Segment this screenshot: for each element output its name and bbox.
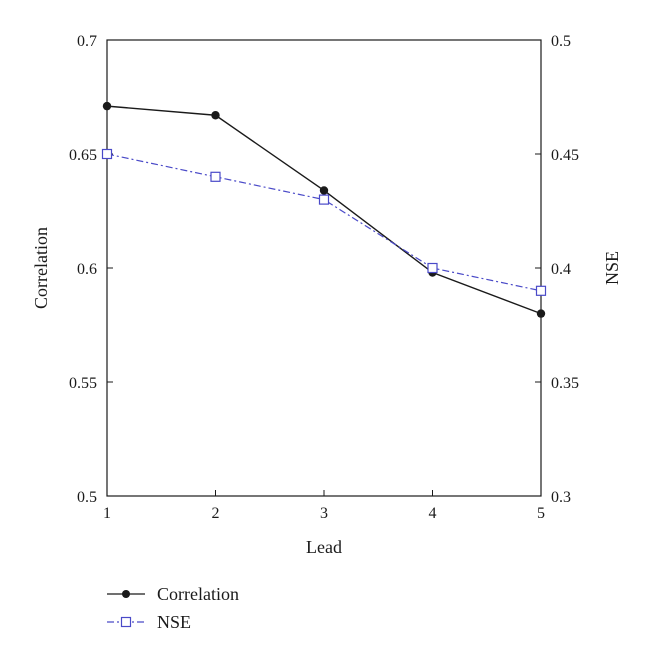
y-right-tick-label: 0.4	[551, 261, 571, 278]
x-axis-label: Lead	[306, 537, 342, 557]
y-right-tick-label: 0.45	[551, 147, 579, 164]
x-tick-label: 4	[429, 505, 437, 522]
y-left-tick-label: 0.7	[77, 33, 97, 50]
series-line-correlation	[106, 105, 542, 315]
data-point-nse	[318, 194, 330, 205]
data-point-correlation	[102, 101, 112, 111]
y-right-tick-label: 0.3	[551, 489, 571, 506]
x-axis: 1 2 3 4 5	[103, 490, 545, 522]
y-left-tick-label: 0.5	[77, 489, 97, 506]
y-left-tick-label: 0.65	[69, 147, 97, 164]
data-point-correlation	[319, 186, 329, 195]
y-left-tick-label: 0.55	[69, 375, 97, 392]
y-axis-right: 0.3 0.35 0.4 0.45 0.5	[535, 33, 579, 506]
legend-label-nse: NSE	[157, 612, 191, 632]
data-point-nse	[427, 262, 438, 274]
legend-marker-nse	[120, 616, 132, 628]
y-axis-left: 0.5 0.55 0.6 0.65 0.7	[69, 33, 113, 506]
x-tick-label: 5	[537, 505, 545, 522]
x-tick-label: 3	[320, 505, 328, 522]
series-line-nse	[106, 153, 542, 292]
plot-frame	[106, 39, 542, 497]
x-tick-label: 2	[212, 505, 220, 522]
y-axis-left-label: Correlation	[31, 227, 51, 309]
data-point-nse	[101, 148, 113, 160]
legend-marker-correlation	[122, 590, 130, 598]
data-point-nse	[535, 285, 547, 296]
legend-label-correlation: Correlation	[157, 584, 239, 604]
y-left-tick-label: 0.6	[77, 261, 97, 278]
series-layer	[101, 101, 547, 318]
x-tick-label: 1	[103, 505, 111, 522]
y-axis-right-label: NSE	[602, 251, 622, 285]
legend: Correlation NSE	[107, 584, 239, 632]
data-point-correlation	[536, 309, 546, 318]
y-right-tick-label: 0.5	[551, 33, 571, 50]
data-point-correlation	[211, 111, 220, 120]
data-point-nse	[210, 171, 221, 182]
y-right-tick-label: 0.35	[551, 375, 579, 392]
